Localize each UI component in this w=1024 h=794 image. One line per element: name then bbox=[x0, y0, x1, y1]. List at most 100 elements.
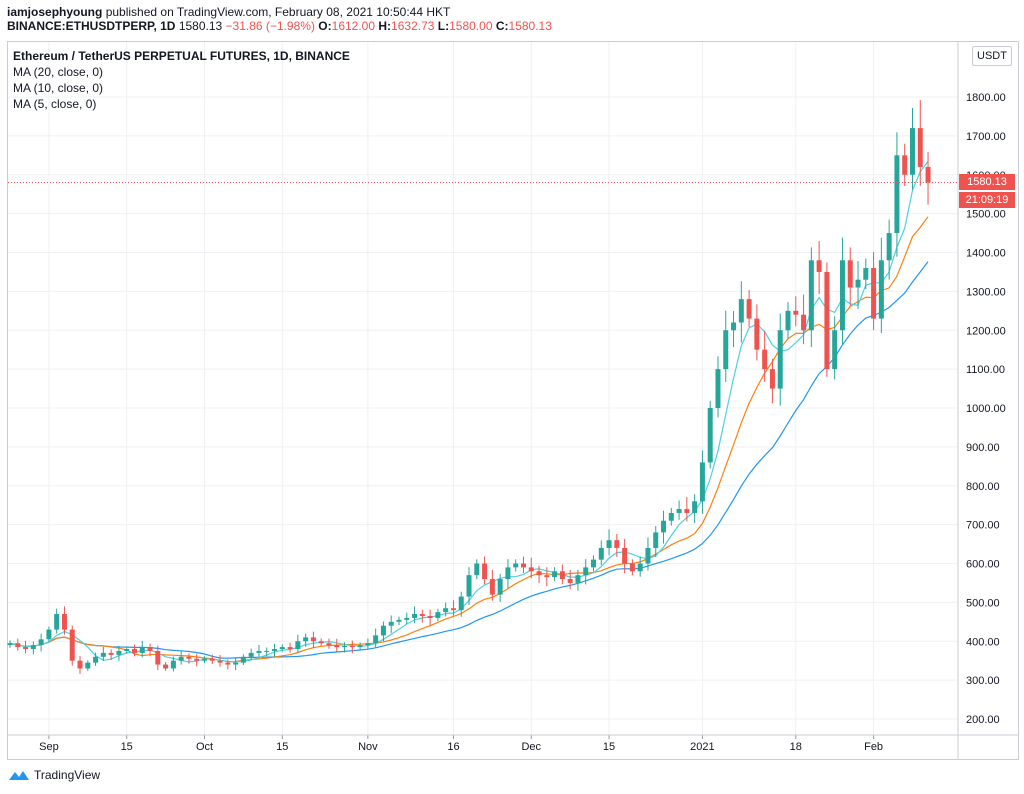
x-tick-label: 2021 bbox=[690, 741, 714, 753]
ma10-line bbox=[9, 216, 929, 663]
x-tick-label: 15 bbox=[276, 741, 288, 753]
x-tick-label: Oct bbox=[196, 741, 213, 753]
legend-ma5[interactable]: MA (5, close, 0) bbox=[13, 97, 97, 111]
y-tick-label: 900.00 bbox=[966, 442, 1000, 454]
candle-body bbox=[209, 658, 215, 661]
candle-body bbox=[131, 649, 137, 653]
candle-body bbox=[544, 575, 550, 578]
candle-body bbox=[598, 547, 604, 560]
legend-ma20[interactable]: MA (20, close, 0) bbox=[13, 65, 104, 79]
high-value: 1632.73 bbox=[391, 19, 435, 33]
candle-body bbox=[536, 571, 542, 576]
countdown-tag: 21:09:19 bbox=[959, 192, 1015, 208]
candle-body bbox=[559, 571, 565, 580]
candle-body bbox=[808, 260, 814, 331]
x-tick-label: Sep bbox=[39, 741, 59, 753]
candle-body bbox=[186, 656, 192, 659]
candle-body bbox=[738, 299, 744, 323]
candle-body bbox=[295, 641, 301, 650]
candle-body bbox=[404, 617, 410, 620]
close-value: 1580.13 bbox=[508, 19, 552, 33]
candle-body bbox=[46, 629, 52, 640]
y-tick-label: 300.00 bbox=[966, 675, 1000, 687]
candle-body bbox=[762, 349, 768, 370]
candle-body bbox=[637, 563, 643, 572]
candle-body bbox=[769, 369, 775, 389]
candle-body bbox=[785, 310, 791, 331]
candle-body bbox=[318, 641, 324, 644]
candle-body bbox=[699, 462, 705, 502]
candle-body bbox=[100, 652, 106, 657]
candle-body bbox=[15, 643, 21, 648]
y-tick-label: 200.00 bbox=[966, 714, 1000, 726]
candle-body bbox=[731, 322, 737, 331]
candle-body bbox=[450, 608, 456, 611]
candle-body bbox=[85, 662, 91, 669]
candle-body bbox=[645, 547, 651, 564]
candle-body bbox=[692, 501, 698, 513]
candle-body bbox=[380, 625, 386, 636]
low-label: L: bbox=[437, 19, 450, 33]
candle-body bbox=[902, 155, 908, 175]
candle-body bbox=[871, 268, 877, 319]
y-tick-label: 500.00 bbox=[966, 597, 1000, 609]
author-name[interactable]: iamjosephyoung bbox=[7, 5, 103, 19]
candle-body bbox=[38, 639, 44, 646]
candle-body bbox=[575, 575, 581, 583]
candle-body bbox=[108, 652, 114, 655]
y-tick-label: 1100.00 bbox=[966, 364, 1005, 376]
candle-body bbox=[629, 563, 635, 572]
symbol-name: BINANCE:ETHUSDTPERP, 1D bbox=[7, 19, 176, 33]
price-change: −31.86 (−1.98%) bbox=[225, 19, 315, 33]
y-tick-label: 1300.00 bbox=[966, 286, 1006, 298]
candle-body bbox=[357, 645, 363, 648]
candle-body bbox=[746, 299, 752, 319]
candle-body bbox=[7, 643, 13, 646]
candle-body bbox=[653, 532, 659, 548]
candle-body bbox=[116, 650, 122, 655]
published-text: published on TradingView.com, February 0… bbox=[105, 5, 451, 19]
candle-body bbox=[878, 260, 884, 319]
candle-body bbox=[256, 650, 262, 653]
candle-body bbox=[777, 330, 783, 389]
candle-body bbox=[202, 658, 207, 661]
chart-legend: Ethereum / TetherUS PERPETUAL FUTURES, 1… bbox=[13, 48, 350, 112]
tradingview-logo[interactable]: TradingView bbox=[8, 768, 100, 782]
x-tick-label: Nov bbox=[358, 741, 378, 753]
candle-body bbox=[909, 128, 915, 175]
candle-body bbox=[373, 635, 379, 644]
candle-body bbox=[163, 664, 169, 669]
candle-body bbox=[622, 547, 628, 564]
candle-body bbox=[365, 643, 371, 646]
candle-body bbox=[240, 656, 246, 663]
candle-body bbox=[723, 330, 729, 370]
candle-body bbox=[443, 608, 449, 613]
x-tick-label: 15 bbox=[603, 741, 615, 753]
candle-body bbox=[23, 647, 29, 650]
candle-body bbox=[668, 512, 674, 521]
candle-body bbox=[388, 621, 394, 626]
candle-body bbox=[466, 575, 472, 597]
candle-body bbox=[61, 614, 67, 630]
high-label: H: bbox=[378, 19, 392, 33]
candle-body bbox=[435, 612, 441, 618]
candle-body bbox=[528, 567, 534, 572]
candle-body bbox=[482, 563, 488, 580]
candle-body bbox=[194, 658, 200, 661]
candle-body bbox=[707, 408, 713, 463]
candle-body bbox=[54, 614, 60, 630]
candle-body bbox=[513, 563, 519, 568]
candle-body bbox=[225, 662, 231, 665]
candle-body bbox=[855, 279, 861, 288]
candle-body bbox=[264, 650, 270, 652]
currency-button[interactable]: USDT bbox=[972, 46, 1012, 66]
candle-body bbox=[326, 643, 332, 646]
legend-ma10[interactable]: MA (10, close, 0) bbox=[13, 81, 104, 95]
candle-body bbox=[349, 645, 355, 648]
candle-body bbox=[839, 260, 845, 331]
candle-body bbox=[93, 656, 99, 663]
candle-body bbox=[497, 579, 503, 595]
candle-body bbox=[824, 271, 830, 370]
candle-body bbox=[155, 650, 161, 665]
